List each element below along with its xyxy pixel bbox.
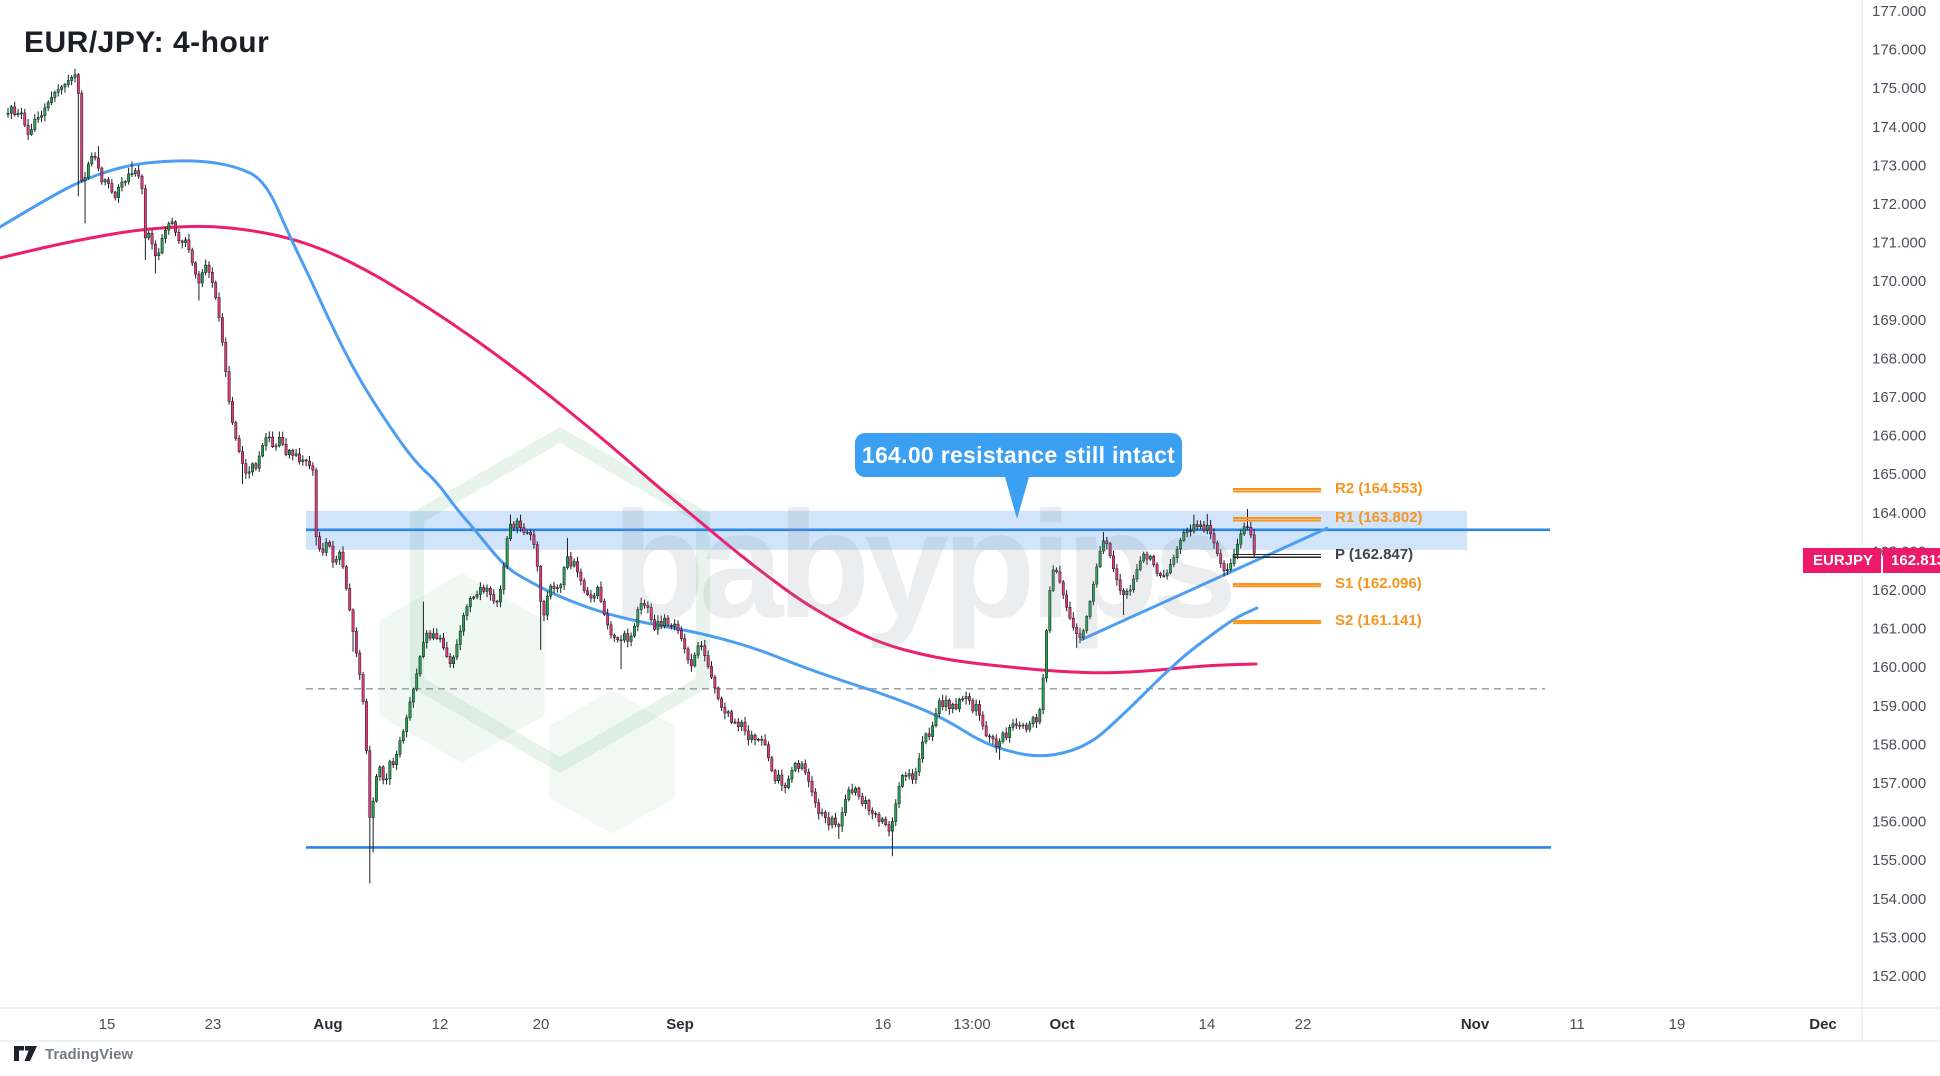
y-axis-label: 166.000 (1872, 428, 1926, 445)
x-axis-label: 14 (1199, 1016, 1216, 1033)
y-axis-label: 160.000 (1872, 659, 1926, 676)
babypips-watermark: babypips (612, 480, 1237, 650)
x-axis-label: 12 (432, 1016, 449, 1033)
x-axis-label: Oct (1049, 1016, 1074, 1033)
tradingview-text: TradingView (45, 1046, 134, 1063)
time-axis[interactable]: 15 23 Aug 12 20 Sep 16 13:00 Oct 14 22 Nov 11 19 Dec (99, 1016, 1837, 1033)
sma-200-line (0, 224, 1258, 675)
x-axis-label: 23 (205, 1016, 222, 1033)
y-axis-label: 173.000 (1872, 157, 1926, 174)
x-axis-label: 20 (533, 1016, 550, 1033)
pivot-dash-p (1233, 554, 1321, 556)
pivot-dash-r1 (1233, 516, 1321, 519)
x-axis-label: 11 (1569, 1016, 1585, 1033)
y-axis-label: 164.000 (1872, 505, 1926, 522)
pivot-label-r1: R1 (163.802) (1233, 509, 1423, 526)
x-axis-label: 19 (1669, 1016, 1686, 1033)
pivot-label-s2: S2 (161.141) (1233, 612, 1422, 629)
last-price-value: 162.813 (1883, 548, 1940, 573)
pivot-text-r1: R1 (163.802) (1335, 509, 1423, 527)
y-axis-label: 165.000 (1872, 466, 1926, 483)
y-axis-label: 161.000 (1872, 621, 1926, 638)
page-title: EUR/JPY: 4-hour (24, 26, 270, 59)
y-axis-label: 169.000 (1872, 312, 1926, 329)
pivot-dash-s2 (1233, 619, 1321, 622)
pivot-text-r2: R2 (164.553) (1335, 480, 1423, 498)
y-axis-label: 162.000 (1872, 582, 1926, 599)
pivot-text-p: P (162.847) (1335, 546, 1414, 564)
y-axis-label: 154.000 (1872, 891, 1926, 908)
x-axis-label: 22 (1295, 1016, 1312, 1033)
x-axis-label: Aug (313, 1016, 342, 1033)
y-axis-label: 152.000 (1872, 968, 1926, 985)
x-axis-label: Dec (1809, 1016, 1837, 1033)
last-price-label: EURJPY 162.813 (1803, 548, 1940, 573)
x-axis-label: Nov (1461, 1016, 1490, 1033)
tradingview-attribution[interactable]: TradingView (14, 1046, 133, 1063)
pivot-label-s1: S1 (162.096) (1233, 575, 1422, 592)
y-axis-label: 176.000 (1872, 42, 1926, 59)
symbol-tag: EURJPY (1803, 548, 1882, 573)
y-axis-label: 175.000 (1872, 80, 1926, 97)
watermark-hexagon (379, 573, 545, 763)
y-axis-label: 167.000 (1872, 389, 1926, 406)
pivot-label-r2: R2 (164.553) (1233, 480, 1423, 497)
y-axis-label: 153.000 (1872, 929, 1926, 946)
annotation-callout[interactable]: 164.00 resistance still intact (855, 433, 1182, 477)
y-axis-label: 174.000 (1872, 119, 1926, 136)
x-axis-label: 16 (875, 1016, 892, 1033)
trendline (1080, 526, 1329, 641)
pivot-dash-r2 (1233, 487, 1321, 490)
y-axis-label: 155.000 (1872, 852, 1926, 869)
y-axis-label: 157.000 (1872, 775, 1926, 792)
watermark-hexagon (549, 690, 675, 834)
y-axis-label: 159.000 (1872, 698, 1926, 715)
y-axis-label: 172.000 (1872, 196, 1926, 213)
x-axis-label: Sep (666, 1016, 694, 1033)
annotation-callout-tail (1005, 477, 1029, 519)
y-axis-label: 156.000 (1872, 814, 1926, 831)
pivot-text-s2: S2 (161.141) (1335, 612, 1422, 630)
y-axis-label: 158.000 (1872, 736, 1926, 753)
pivot-text-s1: S1 (162.096) (1335, 575, 1422, 593)
price-axis[interactable]: 177.000 176.000 175.000 174.000 173.000 172.0… (1872, 3, 1926, 985)
y-axis-label: 168.000 (1872, 350, 1926, 367)
y-axis-label: 170.000 (1872, 273, 1926, 290)
y-axis-label: 171.000 (1872, 235, 1926, 252)
candles-group (6, 68, 1256, 884)
x-axis-label: 13:00 (953, 1016, 991, 1033)
pivot-label-p: P (162.847) (1233, 546, 1413, 563)
tradingview-logo-icon (14, 1046, 37, 1061)
y-axis-label: 177.000 (1872, 3, 1926, 20)
x-axis-label: 15 (99, 1016, 116, 1033)
sma-100-line (0, 159, 1259, 758)
pivot-dash-s1 (1233, 582, 1321, 585)
